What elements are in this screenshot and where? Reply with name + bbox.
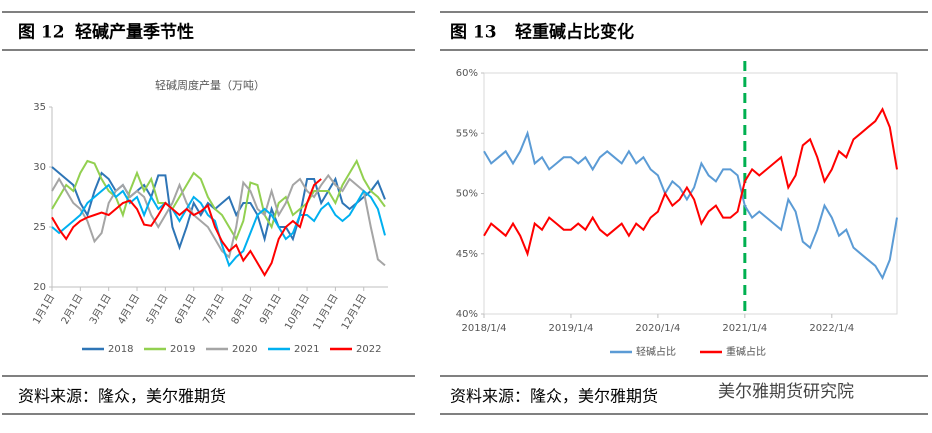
x-tick-label: 5月1日 [144, 292, 171, 326]
source: 资料来源：隆众，美尔雅期货 [450, 387, 658, 406]
y-tick-label: 45% [456, 249, 478, 260]
figure-label: 图 13 [450, 23, 497, 43]
x-tick-label: 8月1日 [229, 292, 256, 326]
figure-caption: 轻碱产量季节性 [75, 22, 194, 43]
legend-label: 2022 [356, 344, 381, 355]
source: 资料来源：隆众，美尔雅期货 [18, 387, 226, 406]
x-tick-label: 12月1日 [339, 292, 369, 332]
x-tick-label: 2018/1/4 [462, 323, 507, 334]
x-tick-label: 1月1日 [30, 292, 57, 326]
x-tick-label: 2月1日 [59, 292, 86, 326]
series-line [51, 166, 386, 251]
y-tick-label: 50% [456, 189, 478, 200]
y-tick-label: 20 [33, 282, 46, 293]
legend-label: 重碱占比 [726, 345, 766, 358]
figure-caption: 轻重碱占比变化 [515, 22, 634, 43]
y-tick-label: 40% [456, 309, 478, 320]
x-tick-label: 11月1日 [311, 292, 341, 332]
x-tick-label: 2022/1/4 [809, 323, 854, 334]
x-tick-label: 2019/1/4 [548, 323, 593, 334]
legend-label: 2019 [170, 344, 195, 355]
y-tick-label: 60% [456, 68, 478, 79]
legend-label: 轻碱占比 [636, 345, 676, 358]
y-tick-label: 35 [33, 102, 46, 113]
chart-title: 轻碱周度产量（万吨） [155, 78, 265, 92]
x-tick-label: 10月1日 [282, 292, 312, 332]
x-tick-label: 7月1日 [200, 292, 227, 326]
x-tick-label: 4月1日 [115, 292, 142, 326]
series-line [51, 173, 386, 267]
x-tick-label: 6月1日 [172, 292, 199, 326]
x-tick-label: 3月1日 [87, 292, 114, 326]
series-line [483, 106, 898, 258]
series-line [51, 183, 386, 268]
legend-label: 2018 [108, 344, 133, 355]
figure-label: 图 12 [18, 23, 65, 43]
series-line [51, 178, 322, 277]
x-tick-label: 2020/1/4 [635, 323, 680, 334]
watermark: 美尔雅期货研究院 [718, 382, 854, 402]
series-line [51, 158, 386, 242]
x-tick-label: 2021/1/4 [722, 323, 767, 334]
frame-lines [2, 11, 928, 415]
series-line [483, 130, 898, 281]
y-tick-label: 30 [33, 162, 46, 173]
legend-label: 2021 [294, 344, 319, 355]
y-tick-label: 55% [456, 128, 478, 139]
y-tick-label: 25 [33, 222, 46, 233]
legend-label: 2020 [232, 344, 257, 355]
x-tick-label: 9月1日 [257, 292, 284, 326]
